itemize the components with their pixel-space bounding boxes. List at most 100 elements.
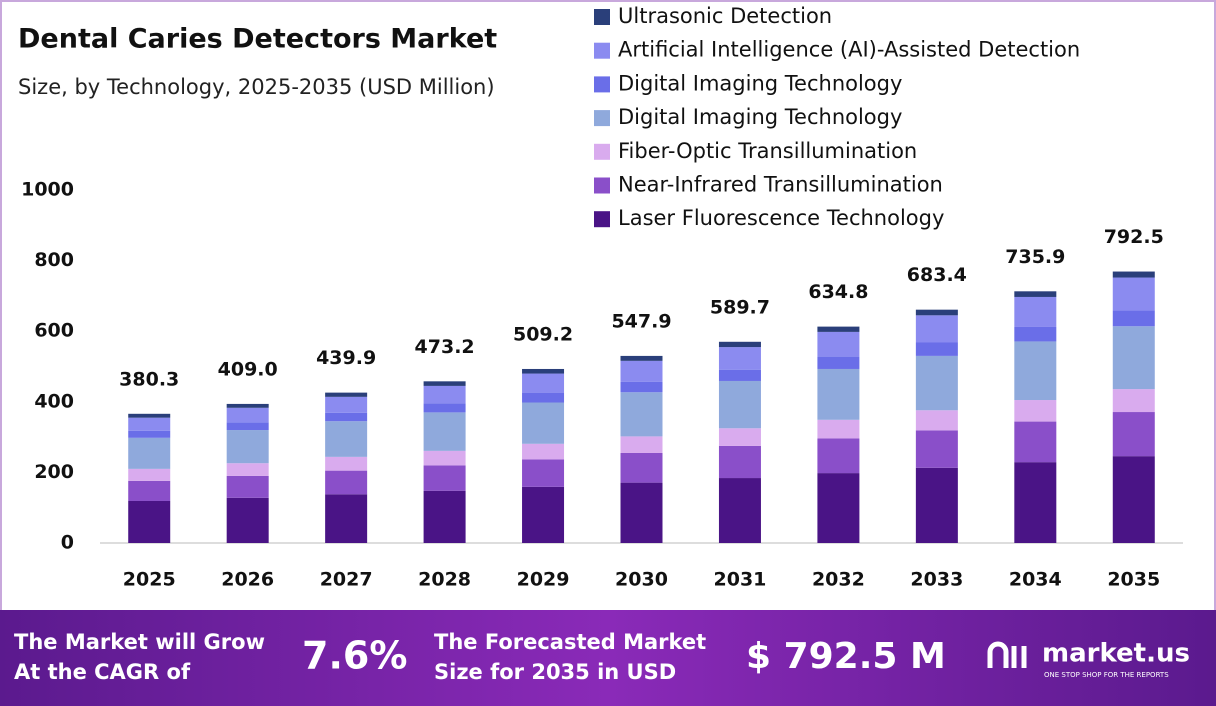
bar-segment xyxy=(915,410,958,431)
bar-segment xyxy=(128,430,171,438)
bar-segment xyxy=(423,385,466,404)
legend-swatch xyxy=(594,9,610,25)
y-tick-label: 400 xyxy=(34,390,74,412)
total-label: 473.2 xyxy=(415,336,475,358)
bar-segment xyxy=(325,392,368,397)
bar-segment xyxy=(718,428,761,446)
bar-segment xyxy=(128,468,171,481)
legend-swatch xyxy=(594,76,610,93)
tagline: ONE STOP SHOP FOR THE REPORTS xyxy=(1044,671,1169,679)
bar-segment xyxy=(325,412,368,422)
bar-segment xyxy=(226,403,269,408)
bar-segment xyxy=(817,473,860,543)
bar-segment xyxy=(817,419,860,439)
bar-segment xyxy=(522,373,565,393)
bar-segment xyxy=(423,465,466,491)
y-tick-label: 0 xyxy=(61,532,74,554)
bar-segment xyxy=(226,422,269,431)
bar-segment xyxy=(915,342,958,356)
total-label: 409.0 xyxy=(218,358,278,380)
bar-segment xyxy=(915,309,958,316)
bar-segment xyxy=(1014,462,1057,543)
bar-segment xyxy=(620,360,663,382)
bar-segment xyxy=(1014,400,1057,422)
x-tick-label: 2026 xyxy=(221,569,274,591)
bar-segment xyxy=(128,500,171,543)
legend-label: Digital Imaging Technology xyxy=(618,105,902,129)
bar-segment xyxy=(226,407,269,423)
bar-segment xyxy=(915,467,958,543)
bar-segment xyxy=(423,381,466,386)
total-label: 509.2 xyxy=(513,323,573,345)
bar-segment xyxy=(817,331,860,357)
bar-segment xyxy=(1112,310,1155,327)
bar-segment xyxy=(128,480,171,501)
total-label: 735.9 xyxy=(1005,246,1065,268)
bar-segment xyxy=(915,430,958,468)
footer-text: At the CAGR of xyxy=(14,660,191,684)
bar-segment xyxy=(522,443,565,460)
footer-band xyxy=(0,610,1216,706)
bar-segment xyxy=(522,368,565,374)
bar-segment xyxy=(1112,326,1155,390)
bar-segment xyxy=(522,392,565,403)
legend-label: Ultrasonic Detection xyxy=(618,4,832,28)
bar-segment xyxy=(226,475,269,498)
bar-segment xyxy=(1014,296,1057,327)
footer-text: Size for 2035 in USD xyxy=(434,660,676,684)
bar-segment xyxy=(620,381,663,393)
bar-segment xyxy=(817,438,860,474)
legend-swatch xyxy=(594,143,610,160)
bar-segment xyxy=(1014,341,1057,401)
y-tick-label: 200 xyxy=(34,461,74,483)
bar-segment xyxy=(718,380,761,429)
bar-segment xyxy=(718,478,761,543)
bar-segment xyxy=(718,369,761,381)
bar-segment xyxy=(325,396,368,413)
bar-segment xyxy=(817,368,860,420)
total-label: 792.5 xyxy=(1104,226,1164,248)
bar-segment xyxy=(423,450,466,466)
bar-segment xyxy=(325,470,368,495)
legend-label: Near-Infrared Transillumination xyxy=(618,173,943,197)
x-tick-label: 2032 xyxy=(812,569,865,591)
y-tick-label: 600 xyxy=(34,320,74,342)
total-label: 547.9 xyxy=(611,310,671,332)
legend-swatch xyxy=(594,42,610,59)
x-tick-label: 2025 xyxy=(123,569,176,591)
bar-segment xyxy=(620,452,663,483)
bar-segment xyxy=(1014,291,1057,297)
bar-segment xyxy=(128,437,171,469)
total-label: 683.4 xyxy=(907,264,967,286)
bar-segment xyxy=(522,459,565,487)
legend-swatch xyxy=(594,177,610,194)
legend-label: Laser Fluorescence Technology xyxy=(618,206,944,230)
x-tick-label: 2027 xyxy=(320,569,373,591)
legend-swatch xyxy=(594,110,610,127)
bar-segment xyxy=(620,436,663,453)
total-label: 439.9 xyxy=(316,347,376,369)
footer-text: The Market will Grow xyxy=(14,630,265,654)
legend-swatch xyxy=(594,211,610,228)
bar-segment xyxy=(423,403,466,413)
legend-label: Digital Imaging Technology xyxy=(618,71,902,95)
total-label: 589.7 xyxy=(710,296,770,318)
bar-segment xyxy=(423,490,466,543)
bar-segment xyxy=(817,356,860,369)
bar-segment xyxy=(1014,421,1057,463)
bar-segment xyxy=(1112,412,1155,457)
bar-segment xyxy=(620,482,663,543)
bar-segment xyxy=(620,392,663,437)
bar-segment xyxy=(1112,277,1155,311)
bar-segment xyxy=(817,326,860,332)
bar-segment xyxy=(1014,326,1057,342)
x-tick-label: 2028 xyxy=(418,569,471,591)
bar-segment xyxy=(718,347,761,370)
total-label: 634.8 xyxy=(808,281,868,303)
x-tick-label: 2033 xyxy=(910,569,963,591)
total-label: 380.3 xyxy=(119,368,179,390)
bar-segment xyxy=(128,417,171,431)
logo-icon xyxy=(987,641,1027,668)
brand: market.us xyxy=(1042,639,1190,669)
bar-segment xyxy=(226,497,269,543)
